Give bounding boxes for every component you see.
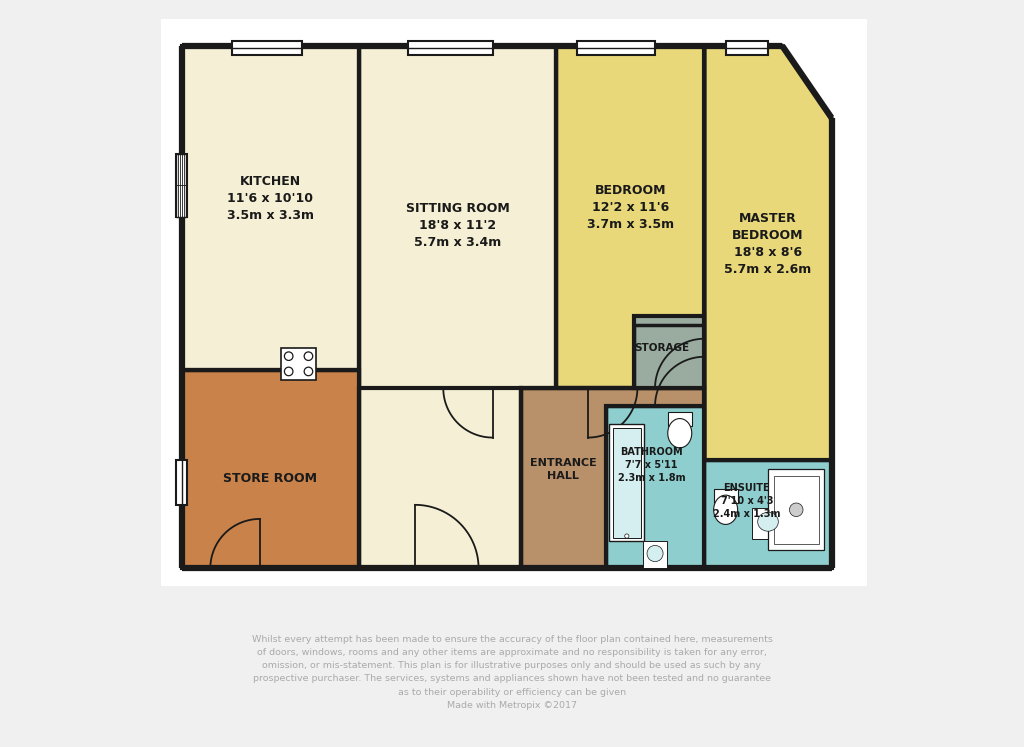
Bar — [281, 348, 316, 379]
Bar — [726, 41, 768, 55]
Bar — [714, 489, 737, 503]
Bar — [752, 507, 784, 539]
Bar — [774, 476, 819, 544]
Circle shape — [285, 352, 293, 361]
Bar — [176, 460, 187, 505]
Polygon shape — [521, 388, 705, 568]
Circle shape — [304, 352, 312, 361]
Ellipse shape — [647, 545, 664, 562]
Bar — [231, 41, 302, 55]
Bar — [161, 19, 867, 586]
Ellipse shape — [758, 512, 778, 531]
Text: STORAGE: STORAGE — [635, 343, 690, 353]
Text: Whilst every attempt has been made to ensure the accuracy of the floor plan cont: Whilst every attempt has been made to en… — [252, 635, 772, 710]
Circle shape — [304, 368, 312, 376]
Text: STORE ROOM: STORE ROOM — [223, 472, 317, 485]
Text: KITCHEN
11'6 x 10'10
3.5m x 3.3m: KITCHEN 11'6 x 10'10 3.5m x 3.3m — [227, 176, 313, 223]
Bar — [182, 46, 358, 370]
Polygon shape — [358, 388, 521, 568]
Bar — [578, 41, 655, 55]
Circle shape — [790, 503, 803, 517]
Text: BEDROOM
12'2 x 11'6
3.7m x 3.5m: BEDROOM 12'2 x 11'6 3.7m x 3.5m — [587, 185, 674, 232]
Bar — [521, 388, 705, 568]
Text: BATHROOM
7'7 x 5'11
2.3m x 1.8m: BATHROOM 7'7 x 5'11 2.3m x 1.8m — [617, 447, 685, 483]
Bar — [643, 542, 668, 568]
Bar — [768, 469, 824, 551]
Ellipse shape — [668, 418, 692, 448]
Bar — [705, 460, 831, 568]
Text: ENSUITE
7'10 x 4'3
2.4m x 1.3m: ENSUITE 7'10 x 4'3 2.4m x 1.3m — [713, 483, 780, 519]
Text: ENTRANCE
HALL: ENTRANCE HALL — [529, 458, 597, 481]
Circle shape — [285, 368, 293, 376]
Bar — [182, 370, 358, 568]
Bar — [408, 41, 493, 55]
Bar — [668, 412, 692, 427]
Bar — [176, 154, 186, 217]
Polygon shape — [705, 46, 831, 460]
Bar — [556, 46, 705, 388]
Ellipse shape — [714, 495, 737, 524]
Bar — [358, 46, 556, 568]
Bar — [605, 406, 705, 568]
Bar — [612, 428, 641, 538]
Bar — [609, 424, 644, 542]
Circle shape — [625, 534, 629, 538]
Bar — [634, 316, 705, 388]
Bar — [176, 154, 187, 217]
Text: SITTING ROOM
18'8 x 11'2
5.7m x 3.4m: SITTING ROOM 18'8 x 11'2 5.7m x 3.4m — [406, 202, 509, 249]
Text: MASTER
BEDROOM
18'8 x 8'6
5.7m x 2.6m: MASTER BEDROOM 18'8 x 8'6 5.7m x 2.6m — [724, 212, 812, 276]
